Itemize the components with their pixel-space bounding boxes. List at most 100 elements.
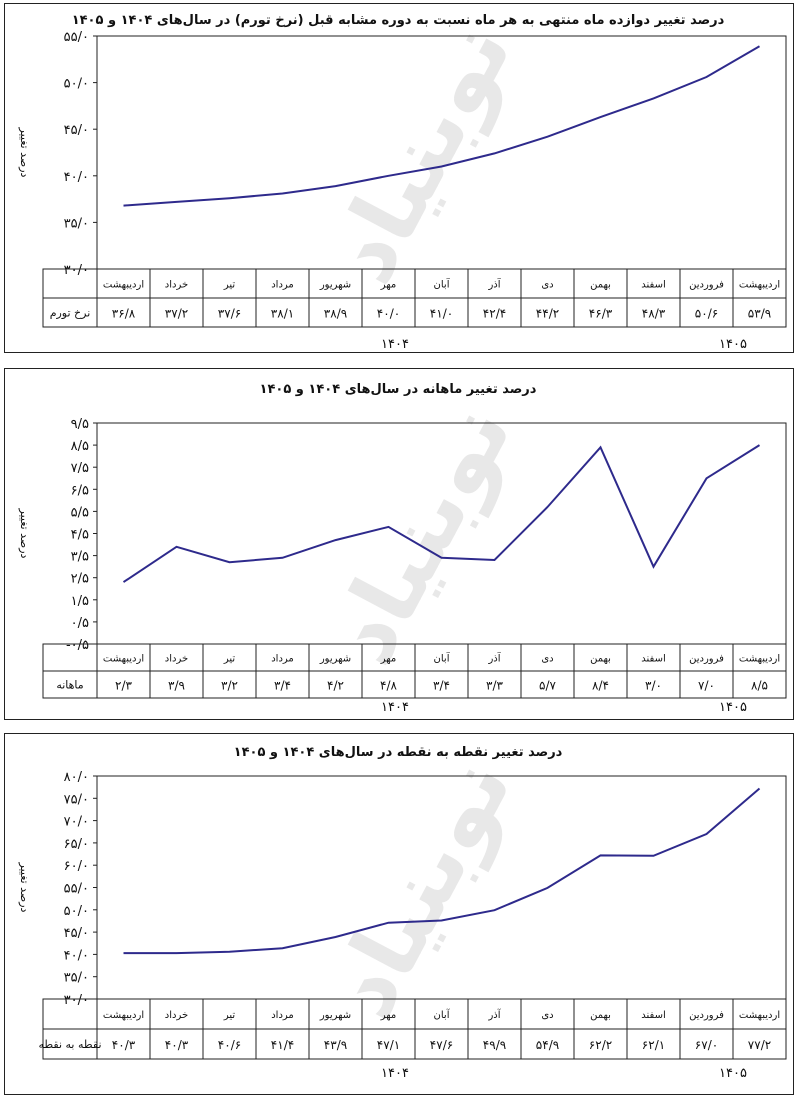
y-tick-label: ۵۵/۰: [64, 30, 89, 45]
data-label: ۴۹/۹: [483, 1038, 506, 1052]
x-tick-label: اسفند: [641, 654, 665, 665]
y-tick-label: ۳۵/۰: [64, 216, 89, 231]
data-label: ۷/۰: [698, 679, 715, 693]
chart-title: درصد تغییر دوازده ماه منتهی به هر ماه نس…: [72, 13, 725, 28]
y-tick-label: ۰/۵: [71, 616, 89, 631]
data-label: ۴/۲: [327, 679, 344, 693]
data-label: ۳/۴: [433, 679, 450, 693]
x-tick-label: تیر: [223, 280, 236, 291]
y-tick-label: ۴۵/۰: [64, 123, 89, 138]
y-tick-label: ۴۵/۰: [64, 926, 89, 941]
data-label: ۲/۳: [115, 679, 132, 693]
series-line: [122, 444, 761, 583]
x-tick-label: دی: [541, 654, 553, 665]
data-label: ۸/۵: [751, 679, 768, 693]
x-tick-label: مرداد: [271, 1010, 294, 1021]
series-name: نقطه به نقطه: [38, 1038, 101, 1051]
monthly-change-chart-panel: نوبنیاد درصد تغییر ماهانه در سال‌های ۱۴۰۴…: [4, 368, 794, 720]
data-label: ۴۸/۳: [642, 307, 666, 321]
data-label: ۵۰/۶: [695, 307, 718, 321]
y-axis-label: درصد تغییر: [18, 508, 31, 559]
y-tick-label: -۰/۵: [66, 638, 89, 653]
y-tick-label: ۲/۵: [71, 572, 89, 587]
series-line: [123, 45, 761, 207]
year-label: ۱۴۰۴: [381, 700, 409, 715]
x-tick-label: فروردین: [689, 280, 724, 291]
chart-title: درصد تغییر نقطه به نقطه در سال‌های ۱۴۰۴ …: [234, 745, 563, 760]
x-tick-label: اردیبهشت: [103, 1010, 144, 1021]
x-tick-label: مرداد: [271, 280, 294, 291]
x-tick-label: خرداد: [165, 654, 188, 665]
y-tick-label: ۱/۵: [71, 594, 89, 609]
data-label: ۳۷/۶: [218, 307, 241, 321]
data-label: ۸/۴: [592, 679, 609, 693]
y-tick-label: ۳۵/۰: [64, 971, 89, 986]
x-tick-label: اردیبهشت: [739, 1010, 780, 1021]
data-label: ۳۷/۲: [165, 307, 188, 321]
year-label: ۱۴۰۵: [719, 337, 747, 351]
data-label: ۳/۹: [168, 679, 185, 693]
y-tick-label: ۴۰/۰: [64, 948, 89, 963]
data-label: ۳/۲: [221, 679, 238, 693]
x-tick-label: مهر: [380, 280, 396, 291]
x-tick-label: خرداد: [165, 280, 188, 291]
x-tick-label: اردیبهشت: [103, 654, 144, 665]
y-tick-label: ۷۵/۰: [64, 792, 89, 807]
x-tick-label: شهریور: [319, 654, 351, 665]
x-tick-label: خرداد: [165, 1010, 188, 1021]
data-label: ۴۶/۳: [589, 307, 613, 321]
x-tick-label: تیر: [223, 1010, 236, 1021]
y-tick-label: ۵۰/۰: [64, 904, 89, 919]
y-tick-label: ۶۰/۰: [64, 859, 89, 874]
y-tick-label: ۸۰/۰: [64, 770, 89, 785]
y-axis-label: درصد تغییر: [18, 127, 31, 178]
data-label: ۴۰/۰: [377, 307, 400, 321]
data-label: ۳/۰: [645, 679, 662, 693]
data-label: ۴۰/۳: [165, 1038, 189, 1052]
data-label: ۵۴/۹: [536, 1038, 559, 1052]
y-tick-label: ۳۰/۰: [64, 263, 89, 278]
y-tick-label: ۳۰/۰: [64, 993, 89, 1008]
x-tick-label: مرداد: [271, 654, 294, 665]
data-label: ۴/۸: [380, 679, 397, 693]
data-label: ۳۸/۱: [271, 307, 294, 321]
x-tick-label: شهریور: [319, 1010, 351, 1021]
x-tick-label: فروردین: [689, 654, 724, 665]
data-label: ۳۸/۹: [324, 307, 347, 321]
data-label: ۴۷/۱: [377, 1038, 400, 1052]
y-tick-label: ۷۰/۰: [64, 815, 89, 830]
x-tick-label: آبان: [434, 1008, 451, 1021]
inflation-rate-chart-panel: نوبنیاد درصد تغییر دوازده ماه منتهی به هر…: [4, 3, 794, 353]
y-tick-label: ۴/۵: [71, 528, 89, 543]
x-tick-label: دی: [541, 280, 553, 291]
data-label: ۶۲/۲: [589, 1038, 612, 1052]
x-tick-label: بهمن: [590, 1010, 611, 1021]
x-tick-label: بهمن: [590, 280, 611, 291]
data-label: ۴۰/۳: [112, 1038, 136, 1052]
year-label: ۱۴۰۴: [381, 337, 409, 351]
year-label: ۱۴۰۵: [719, 700, 747, 715]
data-label: ۳/۳: [486, 679, 503, 693]
x-tick-label: دی: [541, 1010, 553, 1021]
watermark: نوبنیاد: [310, 740, 533, 1034]
series-name: نرخ تورم: [50, 307, 91, 320]
data-label: ۶۷/۰: [695, 1038, 718, 1052]
data-label: ۴۱/۰: [430, 307, 453, 321]
y-tick-label: ۵۵/۰: [64, 882, 89, 897]
data-label: ۵۳/۹: [748, 307, 771, 321]
year-label: ۱۴۰۵: [719, 1066, 747, 1081]
y-tick-label: ۷/۵: [71, 461, 89, 476]
data-label: ۴۳/۹: [324, 1038, 347, 1052]
x-tick-label: مهر: [380, 654, 396, 665]
y-tick-label: ۶/۵: [71, 483, 89, 498]
data-label: ۶۲/۱: [642, 1038, 665, 1052]
x-tick-label: آبان: [434, 652, 451, 665]
data-label: ۴۴/۲: [536, 307, 559, 321]
y-axis-label: درصد تغییر: [18, 862, 31, 913]
x-tick-label: اسفند: [641, 280, 665, 291]
data-label: ۷۷/۲: [748, 1038, 771, 1052]
data-label: ۴۱/۴: [271, 1038, 294, 1052]
series-name: ماهانه: [56, 679, 83, 692]
